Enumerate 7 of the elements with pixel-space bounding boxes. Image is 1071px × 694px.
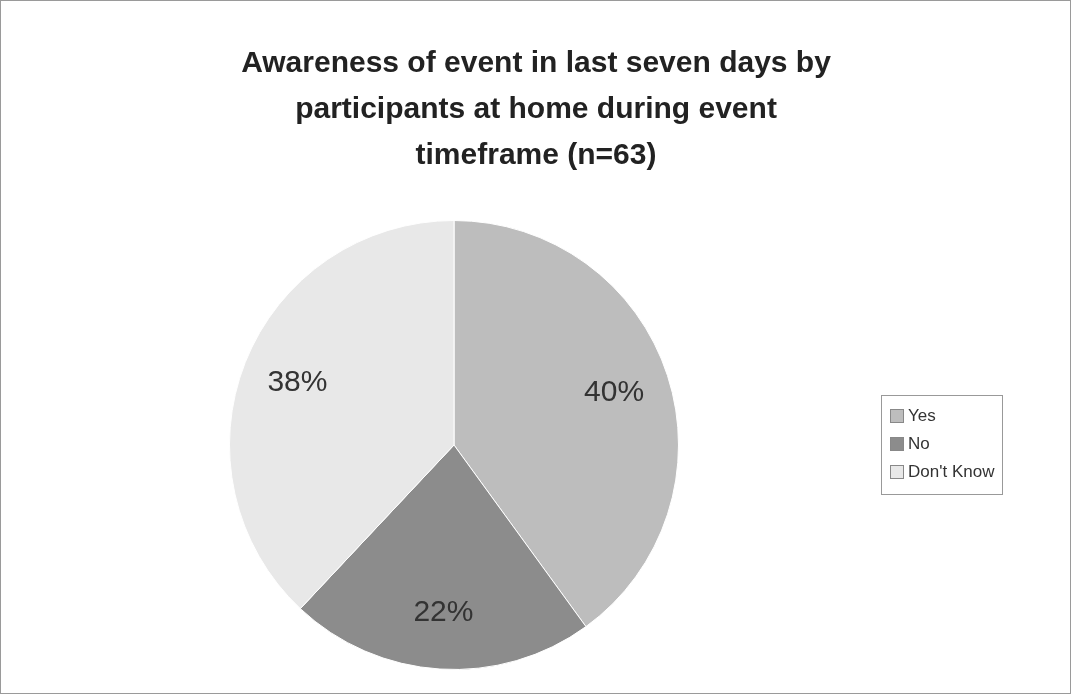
legend-label: Don't Know [908, 462, 995, 482]
data-label: 22% [413, 594, 474, 628]
legend-label: Yes [908, 406, 936, 426]
chart-title: Awareness of event in last seven days by participants at home during event timeframe (n=63) [240, 44, 832, 172]
legend-label: No [908, 434, 930, 454]
data-label: 40% [584, 374, 645, 408]
data-label: 38% [267, 364, 328, 398]
